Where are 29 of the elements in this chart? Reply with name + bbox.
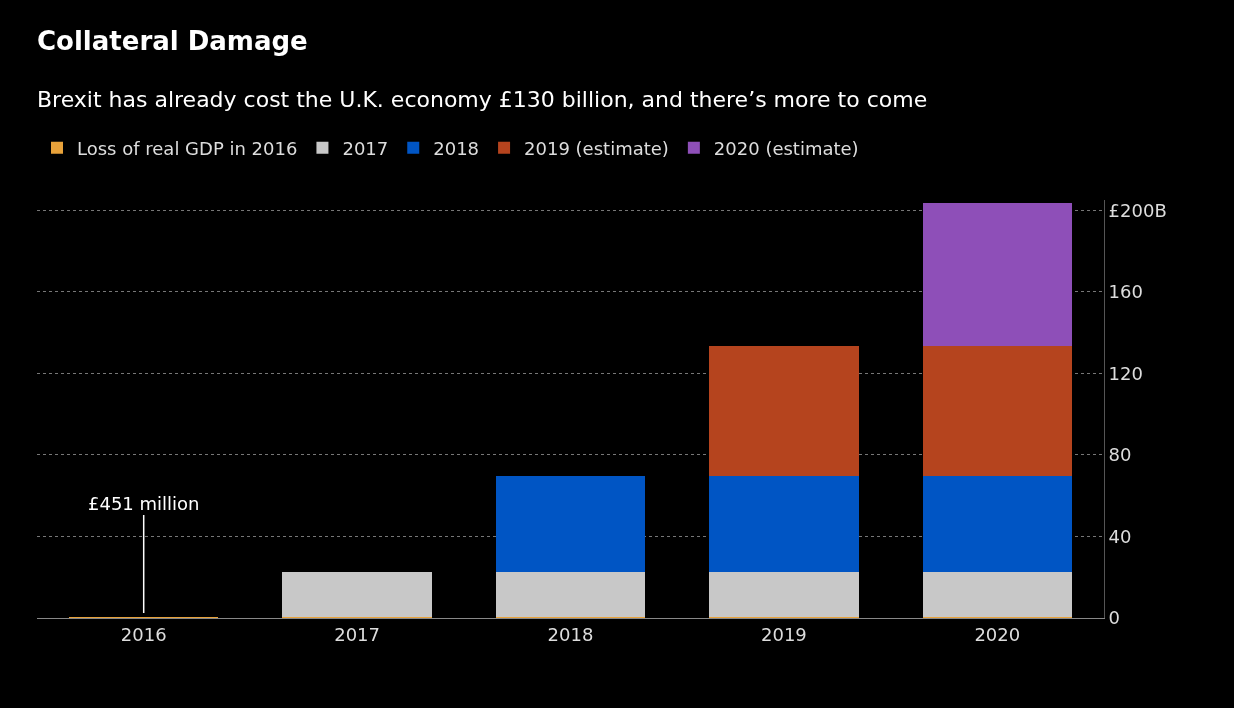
legend-label: 2020 (estimate) [713,137,859,159]
x-tick-label: 2017 [334,623,381,645]
legend-label: 2019 (estimate) [524,137,669,159]
y-tick-label: 80 [1108,444,1132,466]
bar [709,572,859,618]
legend-label: 2017 [342,137,389,159]
x-tick-label: 2019 [760,623,807,645]
annotation: £451 million [88,493,200,514]
legend-label: 2018 [433,137,480,159]
bar [282,572,432,618]
chart-subtitle: Brexit has already cost the U.K. economy £130 billion, and there’s more to come [37,86,928,112]
x-tick-label: 2018 [547,623,594,645]
bar [709,476,859,573]
bar [922,572,1072,618]
chart-title: Collateral Damage [37,26,308,57]
y-tick-label: £200B [1108,199,1167,221]
bar [495,572,646,618]
legend-label: Loss of real GDP in 2016 [77,137,298,159]
bar [922,476,1072,573]
x-tick-label: 2016 [120,623,167,645]
y-tick-label: 40 [1108,525,1132,547]
bar [495,476,646,573]
bar [709,345,859,477]
bar [922,203,1072,346]
y-tick-label: 120 [1108,362,1143,384]
bar [922,345,1072,477]
x-tick-label: 2020 [974,623,1021,645]
y-tick-label: 160 [1108,281,1143,303]
y-tick-label: 0 [1108,607,1121,629]
